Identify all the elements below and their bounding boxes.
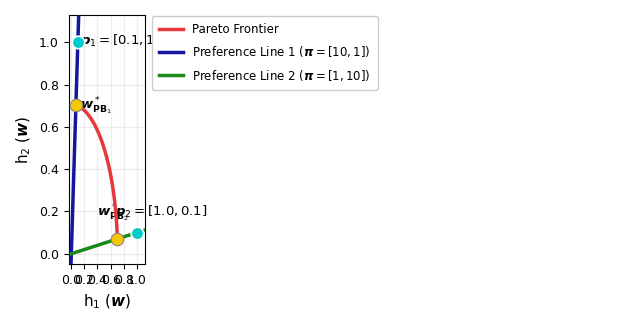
Y-axis label: h$_2$ $(\boldsymbol{w})$: h$_2$ $(\boldsymbol{w})$ <box>15 115 33 164</box>
Text: $\boldsymbol{p}_1 = [0.1, 1.0]$: $\boldsymbol{p}_1 = [0.1, 1.0]$ <box>80 32 172 49</box>
Text: $\boldsymbol{w}^*_{\mathbf{PB}_2}$: $\boldsymbol{w}^*_{\mathbf{PB}_2}$ <box>97 203 129 224</box>
Text: $\boldsymbol{p}_2 = [1.0, 0.1]$: $\boldsymbol{p}_2 = [1.0, 0.1]$ <box>115 203 207 220</box>
X-axis label: h$_1$ $(\boldsymbol{w})$: h$_1$ $(\boldsymbol{w})$ <box>83 293 131 311</box>
Legend: Pareto Frontier, Preference Line 1 ($\boldsymbol{\pi} = [10, 1]$), Preference Li: Pareto Frontier, Preference Line 1 ($\bo… <box>152 16 378 90</box>
Text: $\boldsymbol{w}^*_{\mathbf{PB}_1}$: $\boldsymbol{w}^*_{\mathbf{PB}_1}$ <box>80 95 111 117</box>
